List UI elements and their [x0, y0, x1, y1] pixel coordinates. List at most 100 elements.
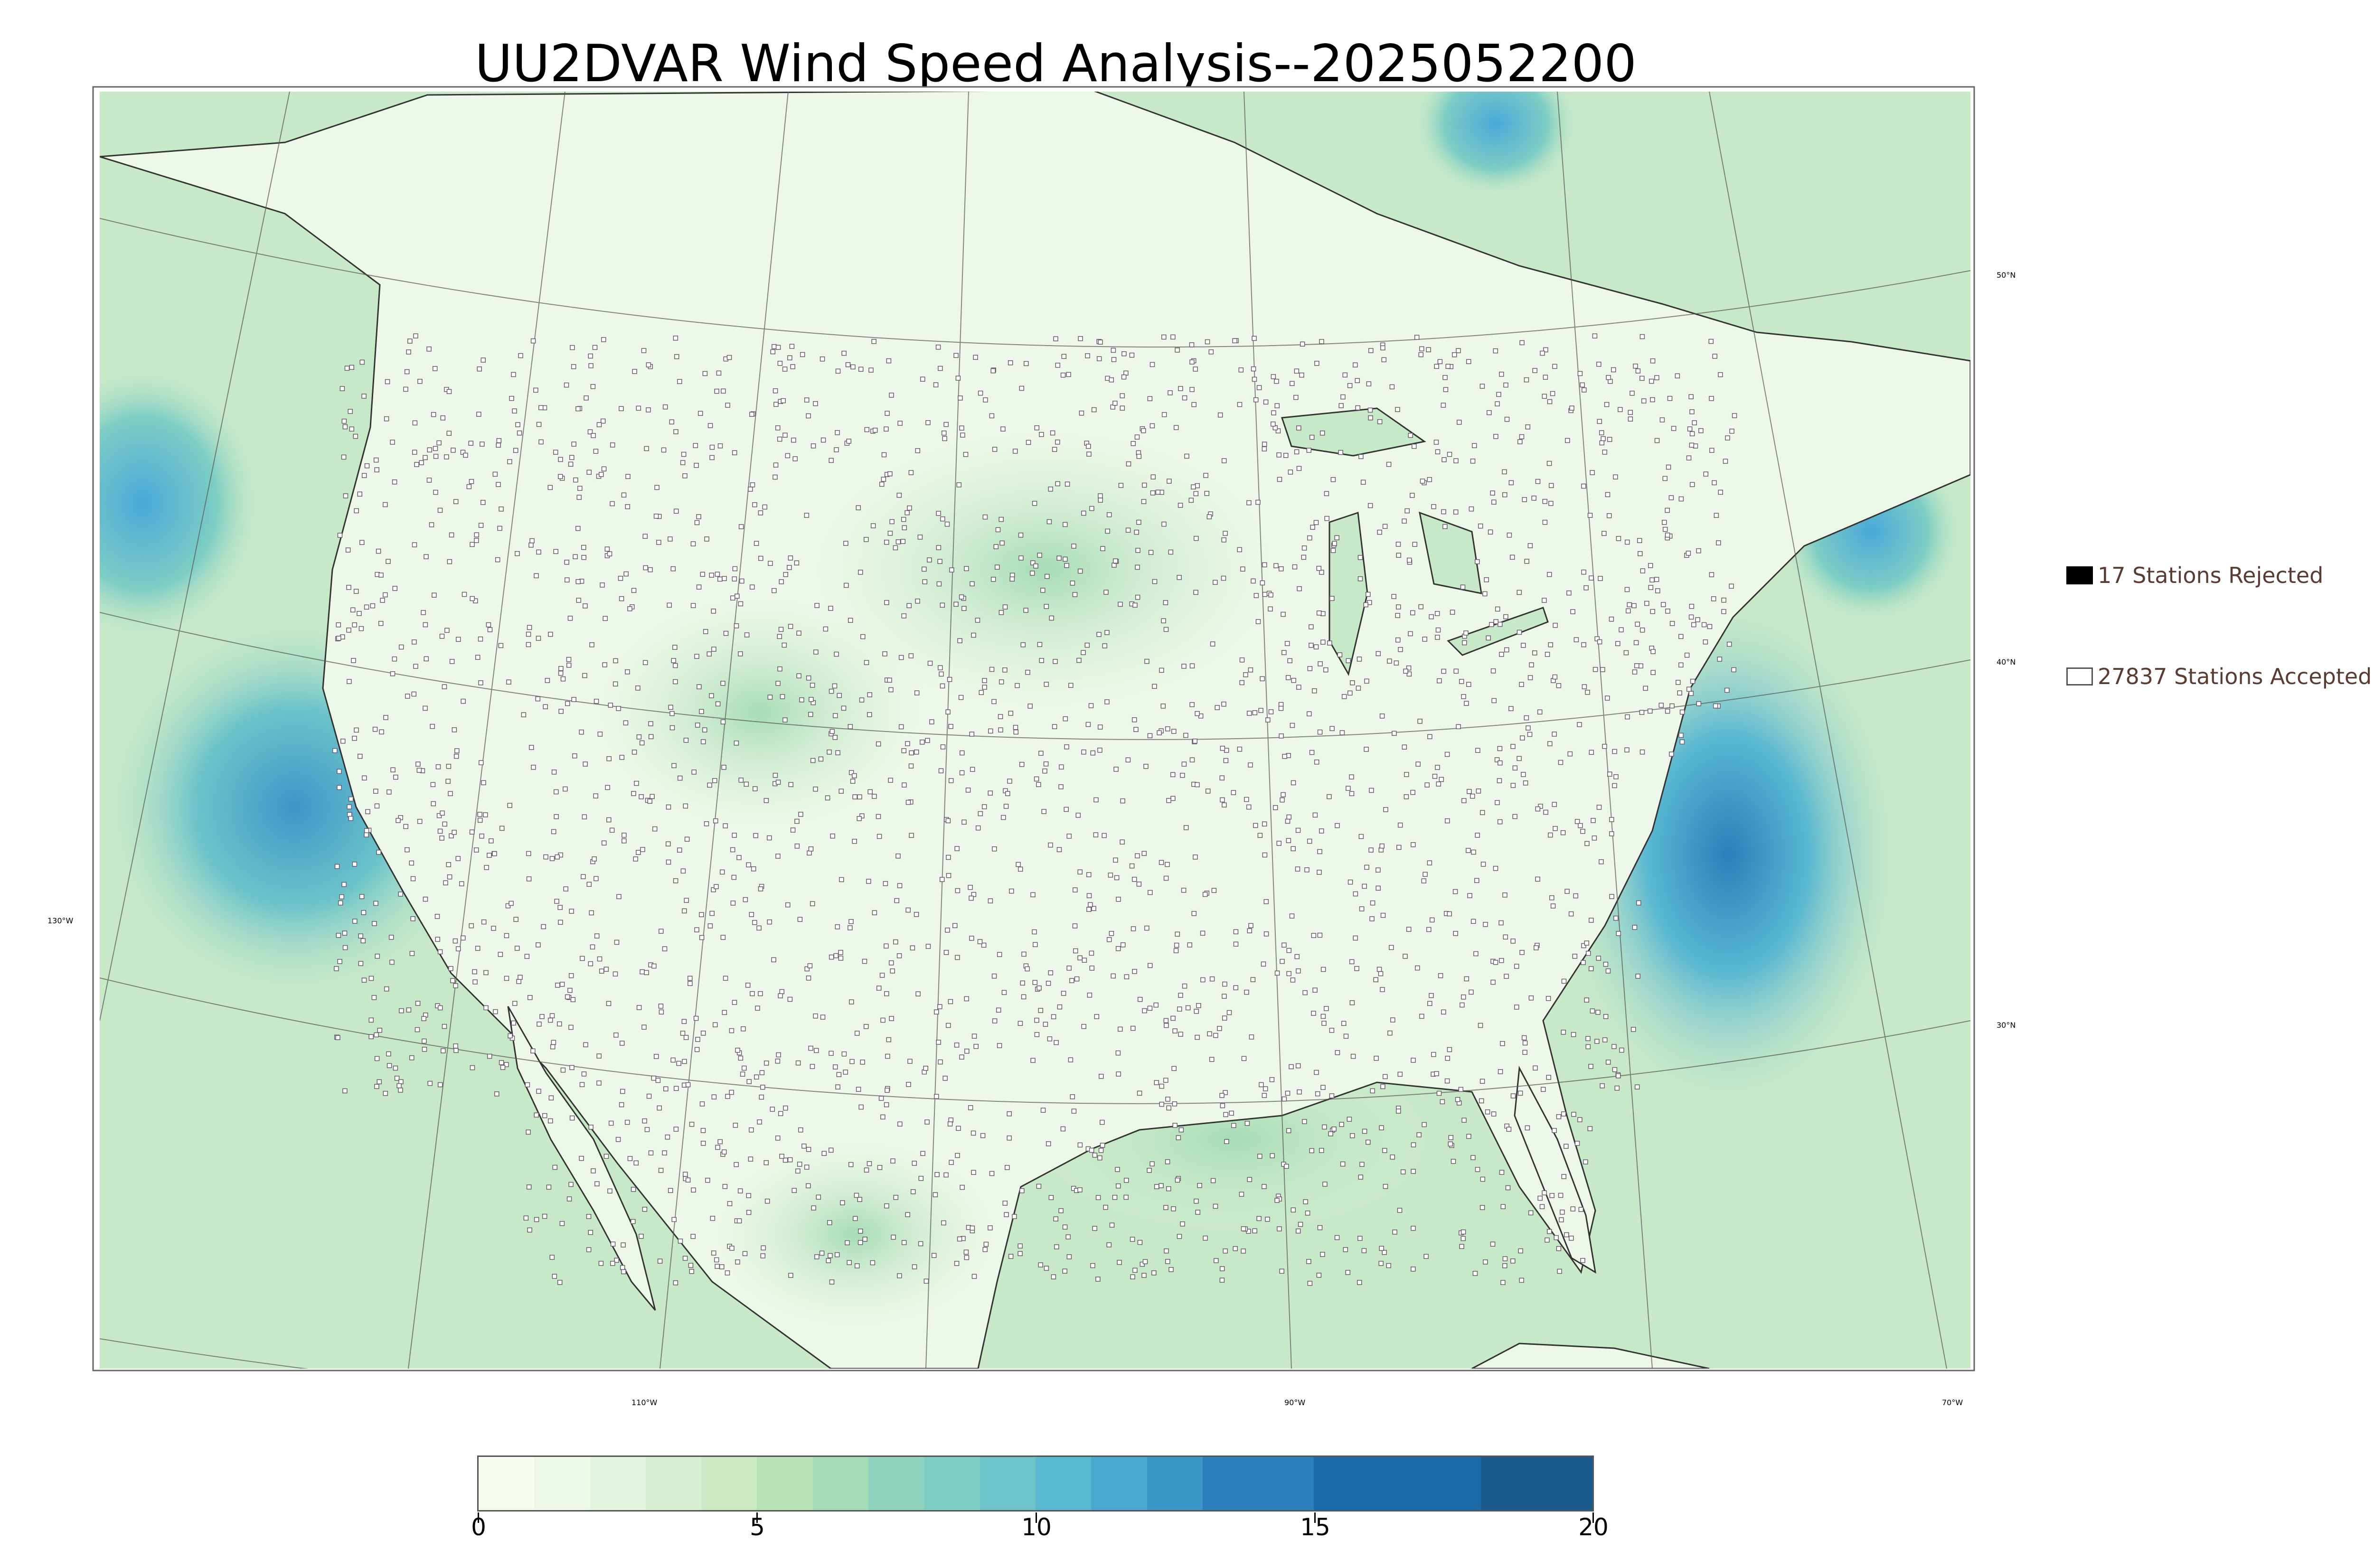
station-marker	[1056, 555, 1062, 561]
station-marker	[1427, 734, 1432, 740]
station-marker	[1695, 617, 1700, 622]
station-marker	[1339, 1122, 1344, 1127]
station-marker	[443, 880, 448, 885]
station-marker	[1261, 961, 1266, 967]
station-marker	[717, 443, 723, 449]
station-marker	[1220, 745, 1225, 751]
station-marker	[836, 1072, 842, 1077]
station-marker	[1548, 832, 1553, 838]
station-marker	[364, 463, 370, 469]
station-marker	[431, 801, 436, 807]
station-marker	[943, 1172, 949, 1178]
station-marker	[1587, 1126, 1593, 1131]
station-marker	[1548, 642, 1554, 648]
station-marker	[909, 833, 914, 838]
station-marker	[797, 917, 803, 922]
station-marker	[1379, 1125, 1384, 1130]
station-marker	[536, 942, 541, 948]
station-marker	[493, 1009, 498, 1014]
station-marker	[763, 1061, 769, 1066]
station-marker	[1194, 1198, 1199, 1204]
station-marker	[359, 894, 365, 899]
station-marker	[750, 991, 755, 996]
station-marker	[690, 1234, 696, 1239]
meridian-70w	[1709, 92, 1947, 1369]
station-marker	[534, 1217, 539, 1222]
station-marker	[1116, 1183, 1121, 1189]
station-marker	[1462, 640, 1467, 646]
station-marker	[447, 874, 452, 880]
station-marker	[1452, 352, 1457, 357]
station-marker	[439, 836, 444, 841]
station-marker	[693, 1015, 699, 1021]
station-marker	[1532, 650, 1537, 656]
station-marker	[1398, 647, 1403, 652]
station-marker	[971, 632, 976, 638]
station-marker	[1517, 1090, 1523, 1096]
station-marker	[589, 910, 594, 916]
station-marker	[1665, 532, 1670, 538]
station-marker	[384, 416, 389, 422]
station-marker	[1074, 976, 1080, 982]
station-marker	[404, 369, 410, 375]
station-marker	[753, 786, 758, 791]
station-marker	[953, 601, 959, 607]
station-marker	[959, 770, 965, 776]
station-marker	[1412, 542, 1418, 547]
station-marker	[1429, 993, 1434, 998]
station-marker	[1612, 783, 1617, 789]
station-marker	[864, 1167, 869, 1173]
station-marker	[430, 723, 435, 729]
station-marker	[1497, 778, 1502, 783]
station-marker	[702, 371, 708, 376]
station-marker	[988, 898, 993, 903]
station-marker	[948, 778, 954, 783]
station-marker	[1163, 1078, 1168, 1083]
station-marker	[631, 588, 637, 593]
station-marker	[704, 821, 709, 826]
station-marker	[1112, 401, 1118, 406]
station-marker	[905, 1212, 910, 1217]
station-marker	[1088, 703, 1094, 708]
station-marker	[1461, 1117, 1467, 1123]
station-marker	[1046, 981, 1051, 986]
station-marker	[707, 423, 713, 428]
station-marker	[790, 827, 796, 833]
station-marker	[1055, 481, 1060, 487]
station-marker	[770, 349, 776, 355]
station-marker	[427, 447, 433, 452]
station-marker	[1607, 437, 1612, 442]
station-marker	[568, 461, 574, 467]
station-marker	[1065, 1234, 1071, 1239]
station-marker	[906, 603, 912, 609]
station-marker	[521, 712, 527, 717]
station-marker	[498, 952, 503, 957]
station-marker	[825, 795, 830, 801]
station-marker	[1163, 627, 1169, 632]
station-marker	[1327, 640, 1332, 646]
station-marker	[1239, 680, 1244, 685]
station-marker	[1058, 1208, 1064, 1213]
station-marker	[944, 521, 950, 527]
station-marker	[1089, 506, 1094, 511]
station-marker	[1319, 570, 1324, 575]
station-marker	[1306, 448, 1312, 453]
station-marker	[820, 1014, 826, 1020]
station-marker	[999, 679, 1004, 685]
station-marker	[746, 862, 751, 868]
station-marker	[631, 750, 637, 755]
station-marker	[610, 1261, 615, 1266]
station-marker	[1255, 619, 1261, 624]
station-marker	[548, 631, 553, 637]
station-marker	[379, 729, 384, 735]
station-marker	[885, 411, 890, 416]
station-marker	[499, 506, 504, 512]
station-marker	[1329, 596, 1335, 601]
station-marker	[1549, 895, 1554, 901]
station-marker	[1478, 1023, 1483, 1028]
station-marker	[599, 968, 604, 974]
station-marker	[823, 626, 829, 632]
station-marker	[1075, 812, 1081, 818]
station-marker	[633, 1160, 639, 1166]
station-marker	[409, 951, 415, 956]
